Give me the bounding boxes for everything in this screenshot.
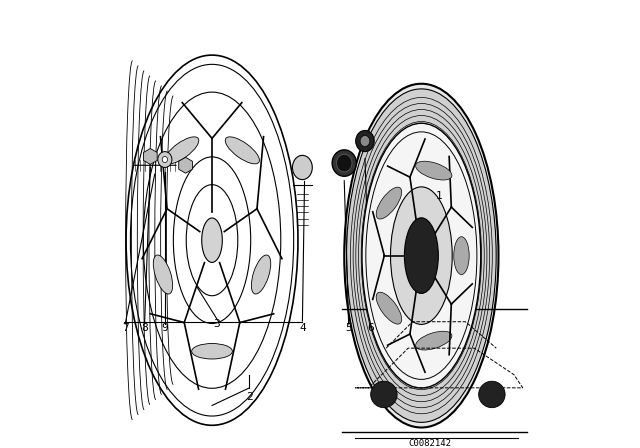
Circle shape [371, 381, 397, 408]
Ellipse shape [191, 344, 232, 359]
Ellipse shape [162, 156, 168, 163]
Text: 8: 8 [141, 323, 148, 333]
Ellipse shape [225, 137, 259, 164]
Ellipse shape [362, 123, 481, 388]
Text: 7: 7 [122, 323, 129, 333]
Ellipse shape [202, 218, 222, 263]
Ellipse shape [454, 237, 469, 275]
Ellipse shape [337, 154, 352, 172]
Ellipse shape [390, 187, 452, 324]
Ellipse shape [376, 187, 402, 219]
Ellipse shape [415, 331, 452, 350]
Ellipse shape [404, 218, 438, 293]
Ellipse shape [154, 255, 173, 294]
Ellipse shape [164, 137, 199, 164]
Text: 4: 4 [299, 323, 306, 333]
Text: 9: 9 [161, 323, 168, 333]
Circle shape [479, 381, 505, 408]
Ellipse shape [292, 155, 312, 180]
Text: 2: 2 [246, 392, 253, 402]
Text: C0082142: C0082142 [409, 439, 452, 448]
Ellipse shape [332, 150, 356, 177]
Ellipse shape [415, 161, 452, 180]
Ellipse shape [356, 130, 374, 151]
Ellipse shape [344, 84, 499, 427]
Text: 1: 1 [436, 191, 442, 201]
Ellipse shape [346, 89, 496, 422]
Ellipse shape [376, 292, 402, 324]
Ellipse shape [252, 255, 271, 294]
Ellipse shape [360, 136, 370, 146]
Ellipse shape [158, 151, 172, 168]
Text: 3: 3 [213, 319, 220, 329]
Text: 5: 5 [345, 323, 352, 333]
Text: 6: 6 [367, 323, 374, 333]
